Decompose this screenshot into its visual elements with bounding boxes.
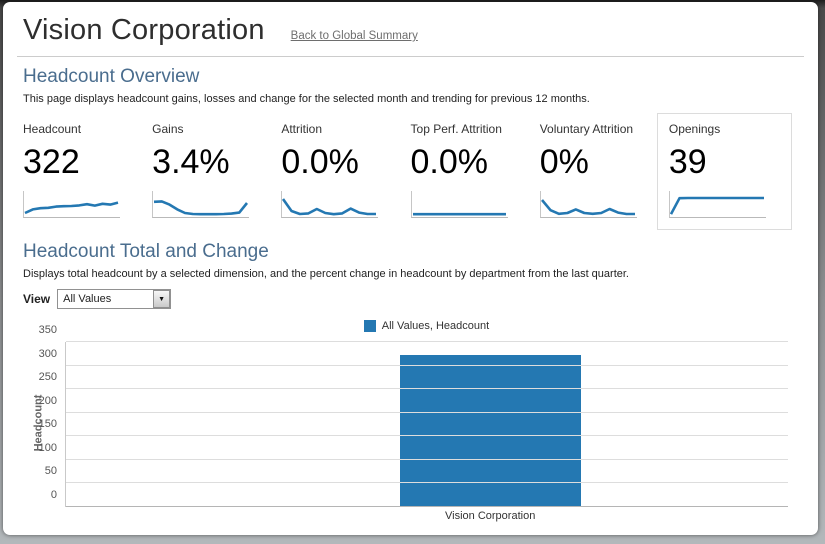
kpi-tile-gains[interactable]: Gains 3.4% bbox=[152, 122, 281, 218]
gridline bbox=[66, 435, 788, 437]
gridline bbox=[66, 364, 788, 366]
gridline bbox=[66, 458, 788, 460]
sparkline-chart bbox=[23, 191, 120, 218]
kpi-label: Attrition bbox=[281, 122, 323, 136]
kpi-label: Voluntary Attrition bbox=[539, 122, 634, 136]
kpi-tile-openings[interactable]: Openings 39 bbox=[656, 113, 798, 230]
kpi-label: Top Perf. Attrition bbox=[410, 122, 502, 136]
legend-swatch bbox=[363, 320, 376, 332]
total-change-heading: Headcount Total and Change bbox=[23, 241, 269, 262]
view-label: View bbox=[23, 292, 51, 306]
y-tick-label: 300 bbox=[38, 347, 57, 360]
kpi-label: Openings bbox=[668, 122, 721, 136]
gridline bbox=[66, 482, 788, 484]
headcount-total-section: Headcount Total and Change Displays tota… bbox=[3, 241, 818, 309]
gridline bbox=[66, 388, 788, 390]
kpi-value: 3.4% bbox=[152, 143, 230, 181]
y-tick-label: 50 bbox=[44, 465, 57, 478]
headcount-bar-chart: All Values, Headcount Headcount Vision C… bbox=[32, 319, 788, 522]
sparkline-chart bbox=[281, 191, 379, 218]
y-tick-label: 350 bbox=[38, 324, 57, 336]
overview-heading: Headcount Overview bbox=[23, 66, 200, 87]
gridline bbox=[66, 341, 788, 342]
overview-description: This page displays headcount gains, loss… bbox=[23, 93, 590, 105]
sparkline-chart bbox=[152, 191, 250, 218]
sparkline-chart bbox=[539, 191, 637, 218]
view-select-value: All Values bbox=[63, 293, 112, 305]
y-tick-label: 150 bbox=[38, 418, 57, 431]
bar[interactable] bbox=[399, 355, 581, 507]
y-tick-label: 250 bbox=[38, 371, 57, 384]
view-filter-row: View All Values ▼ bbox=[23, 289, 798, 309]
y-tick-label: 0 bbox=[50, 489, 57, 501]
kpi-tile-attrition[interactable]: Attrition 0.0% bbox=[281, 122, 410, 218]
chevron-down-icon: ▼ bbox=[158, 295, 166, 303]
kpi-tile-row: Headcount 322 Gains 3.4% Attrition 0.0% … bbox=[23, 113, 798, 232]
page-title: Vision Corporation bbox=[23, 14, 265, 46]
total-change-description: Displays total headcount by a selected d… bbox=[23, 268, 629, 280]
kpi-value: 39 bbox=[668, 143, 707, 181]
kpi-label: Headcount bbox=[23, 122, 82, 136]
header-divider bbox=[17, 56, 804, 57]
y-tick-label: 200 bbox=[38, 394, 57, 407]
kpi-tile-headcount[interactable]: Headcount 322 bbox=[23, 122, 152, 218]
gridline bbox=[66, 411, 788, 413]
back-to-global-summary-link[interactable]: Back to Global Summary bbox=[290, 30, 418, 42]
legend-label: All Values, Headcount bbox=[381, 320, 490, 332]
y-tick-label: 100 bbox=[38, 441, 57, 454]
kpi-tile-voluntary-attrition[interactable]: Voluntary Attrition 0% bbox=[539, 122, 669, 218]
x-category-label: Vision Corporation bbox=[445, 510, 536, 522]
dashboard-window: Vision Corporation Back to Global Summar… bbox=[3, 2, 818, 535]
page-header: Vision Corporation Back to Global Summar… bbox=[3, 2, 818, 54]
chart-legend: All Values, Headcount bbox=[65, 319, 788, 333]
sparkline-chart bbox=[410, 191, 508, 218]
kpi-value: 0.0% bbox=[410, 143, 489, 181]
plot-area: Headcount Vision Corporation 0 50 100 150 20… bbox=[32, 324, 788, 522]
view-select[interactable]: All Values ▼ bbox=[57, 289, 172, 309]
kpi-label: Gains bbox=[152, 122, 184, 136]
kpi-value: 0.0% bbox=[281, 143, 359, 181]
dropdown-button[interactable]: ▼ bbox=[153, 290, 171, 308]
kpi-value: 0% bbox=[539, 143, 589, 181]
headcount-overview-section: Headcount Overview This page displays he… bbox=[3, 66, 818, 232]
kpi-value: 322 bbox=[23, 143, 80, 181]
gridline bbox=[66, 506, 788, 507]
kpi-tile-top-perf-attrition[interactable]: Top Perf. Attrition 0.0% bbox=[410, 122, 540, 218]
sparkline-chart bbox=[668, 191, 766, 218]
